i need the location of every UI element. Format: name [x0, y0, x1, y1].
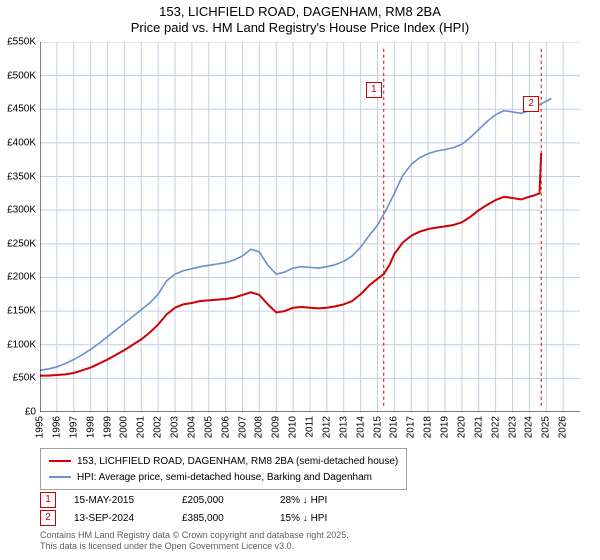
x-tick-label: 2015	[372, 416, 383, 438]
x-tick-label: 2011	[305, 416, 316, 438]
title-address: 153, LICHFIELD ROAD, DAGENHAM, RM8 2BA	[0, 4, 600, 20]
y-tick-label: £350K	[7, 171, 36, 182]
x-tick-label: 2001	[136, 416, 147, 438]
y-tick-label: £50K	[13, 373, 36, 384]
x-tick-label: 2003	[170, 416, 181, 438]
sale-pct-vs-hpi: 28% ↓ HPI	[280, 495, 370, 506]
legend: 153, LICHFIELD ROAD, DAGENHAM, RM8 2BA (…	[40, 448, 407, 490]
sale-date: 13-SEP-2024	[74, 513, 164, 524]
x-tick-label: 2022	[490, 416, 501, 438]
x-tick-label: 2006	[220, 416, 231, 438]
y-tick-label: £450K	[7, 104, 36, 115]
x-tick-label: 2024	[524, 416, 535, 438]
title-subtitle: Price paid vs. HM Land Registry's House …	[0, 20, 600, 36]
y-tick-label: £550K	[7, 37, 36, 48]
sales-row: 2 13-SEP-2024 £385,000 15% ↓ HPI	[40, 509, 370, 527]
chart-svg	[40, 42, 580, 412]
x-tick-label: 2014	[355, 416, 366, 438]
x-tick-label: 2023	[507, 416, 518, 438]
x-tick-label: 1996	[51, 416, 62, 438]
sale-price: £205,000	[182, 495, 262, 506]
x-tick-label: 1997	[68, 416, 79, 438]
x-tick-label: 2002	[153, 416, 164, 438]
footer-line1: Contains HM Land Registry data © Crown c…	[40, 530, 349, 541]
legend-swatch	[49, 476, 71, 478]
y-tick-label: £150K	[7, 306, 36, 317]
x-tick-label: 2009	[271, 416, 282, 438]
x-tick-label: 1999	[102, 416, 113, 438]
sale-marker: 2	[40, 510, 56, 526]
x-tick-label: 2016	[389, 416, 400, 438]
x-tick-label: 2005	[203, 416, 214, 438]
y-tick-label: £200K	[7, 272, 36, 283]
footer-line2: This data is licensed under the Open Gov…	[40, 541, 349, 552]
x-tick-label: 1995	[35, 416, 46, 438]
x-tick-label: 2025	[541, 416, 552, 438]
y-tick-label: £400K	[7, 137, 36, 148]
y-tick-label: £100K	[7, 339, 36, 350]
y-tick-label: £500K	[7, 70, 36, 81]
legend-row-hpi: HPI: Average price, semi-detached house,…	[49, 469, 398, 485]
chart-marker: 1	[366, 82, 382, 98]
legend-row-price-paid: 153, LICHFIELD ROAD, DAGENHAM, RM8 2BA (…	[49, 453, 398, 469]
sale-date: 15-MAY-2015	[74, 495, 164, 506]
sales-row: 1 15-MAY-2015 £205,000 28% ↓ HPI	[40, 491, 370, 509]
chart-container: 153, LICHFIELD ROAD, DAGENHAM, RM8 2BA P…	[0, 0, 600, 560]
legend-swatch	[49, 460, 71, 462]
x-tick-label: 2010	[288, 416, 299, 438]
y-tick-label: £300K	[7, 205, 36, 216]
sale-pct-vs-hpi: 15% ↓ HPI	[280, 513, 370, 524]
chart-marker: 2	[523, 96, 539, 112]
x-tick-label: 2017	[406, 416, 417, 438]
sale-price: £385,000	[182, 513, 262, 524]
x-tick-label: 2026	[558, 416, 569, 438]
legend-label: HPI: Average price, semi-detached house,…	[77, 472, 372, 483]
footer-attribution: Contains HM Land Registry data © Crown c…	[40, 530, 349, 552]
chart-area: 12£0£50K£100K£150K£200K£250K£300K£350K£4…	[40, 42, 580, 412]
sales-table: 1 15-MAY-2015 £205,000 28% ↓ HPI 2 13-SE…	[40, 491, 370, 527]
x-tick-label: 2000	[119, 416, 130, 438]
sale-marker: 1	[40, 492, 56, 508]
legend-label: 153, LICHFIELD ROAD, DAGENHAM, RM8 2BA (…	[77, 456, 398, 467]
x-tick-label: 2007	[237, 416, 248, 438]
x-tick-label: 2012	[321, 416, 332, 438]
x-tick-label: 2008	[254, 416, 265, 438]
x-tick-label: 2018	[423, 416, 434, 438]
x-tick-label: 2019	[440, 416, 451, 438]
x-tick-label: 1998	[85, 416, 96, 438]
y-tick-label: £250K	[7, 238, 36, 249]
x-tick-label: 2004	[186, 416, 197, 438]
x-tick-label: 2013	[338, 416, 349, 438]
x-tick-label: 2020	[456, 416, 467, 438]
chart-title: 153, LICHFIELD ROAD, DAGENHAM, RM8 2BA P…	[0, 0, 600, 37]
x-tick-label: 2021	[473, 416, 484, 438]
